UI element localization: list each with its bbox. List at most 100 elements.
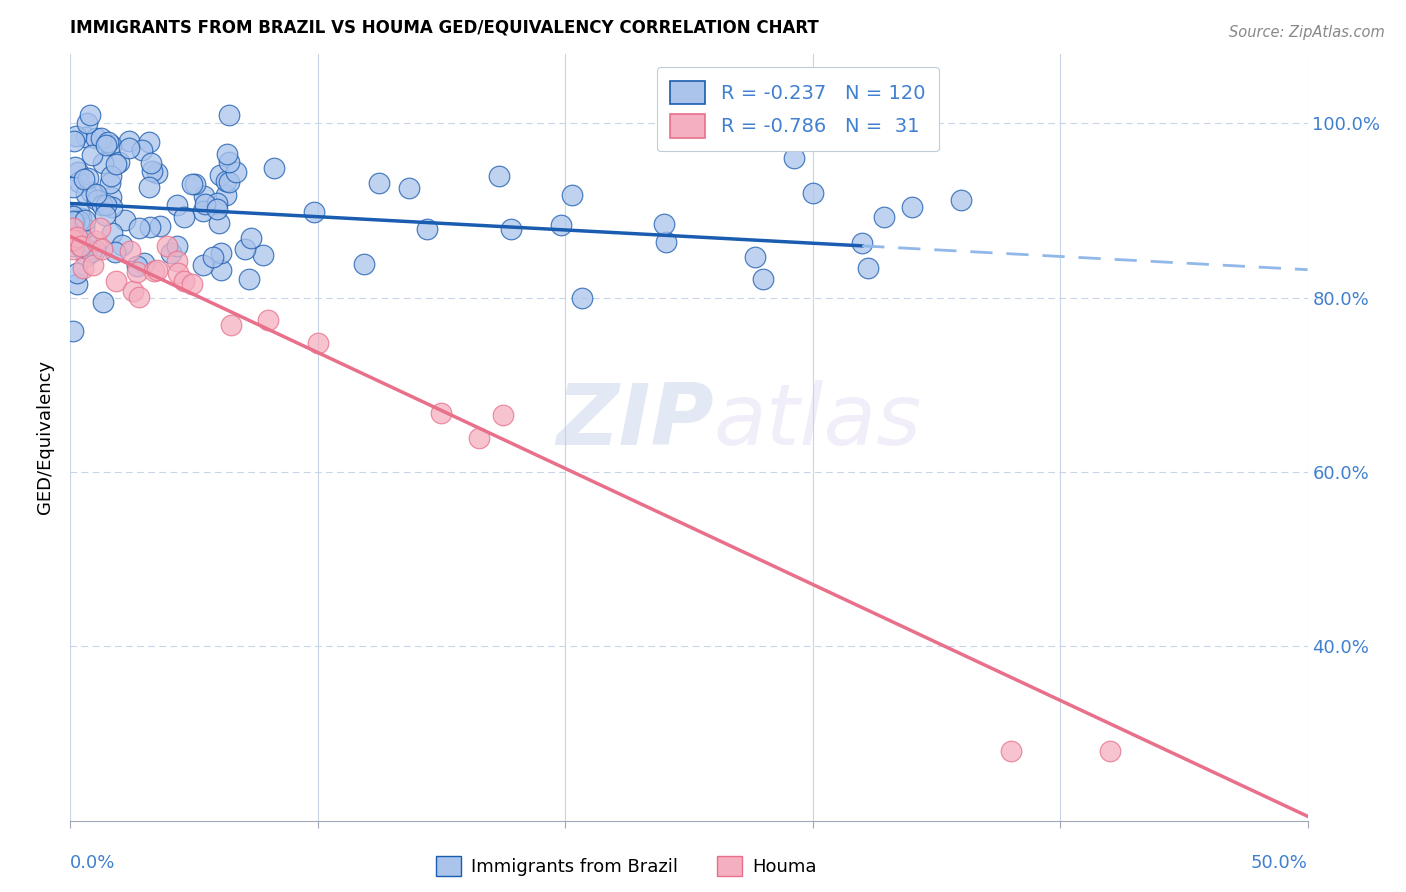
- Point: [167, 266, 190, 280]
- Point: [97, 135, 120, 149]
- Point: [416, 221, 439, 235]
- Text: ZIP: ZIP: [555, 380, 714, 463]
- Point: [368, 176, 391, 190]
- Point: [142, 263, 165, 277]
- Point: [307, 335, 329, 350]
- Point: [571, 291, 593, 305]
- Point: [76, 170, 98, 185]
- Point: [65, 230, 87, 244]
- Point: [132, 255, 155, 269]
- Point: [75, 130, 97, 145]
- Point: [69, 239, 91, 253]
- Point: [66, 266, 89, 280]
- Point: [173, 274, 195, 288]
- Point: [218, 175, 240, 189]
- Point: [149, 219, 172, 233]
- Point: [138, 136, 160, 150]
- Point: [118, 134, 141, 148]
- Point: [194, 196, 217, 211]
- Point: [66, 277, 89, 291]
- Point: [238, 271, 260, 285]
- Point: [62, 242, 84, 256]
- Point: [84, 131, 107, 145]
- Point: [101, 200, 124, 214]
- Point: [101, 226, 124, 240]
- Point: [84, 243, 107, 257]
- Text: Houma: Houma: [752, 858, 817, 876]
- Point: [90, 131, 112, 145]
- Point: [75, 187, 97, 202]
- Point: [67, 217, 90, 231]
- Point: [79, 245, 101, 260]
- Point: [166, 239, 188, 253]
- Point: [62, 233, 84, 247]
- Point: [146, 263, 169, 277]
- Point: [65, 129, 87, 144]
- Point: [62, 213, 84, 227]
- Point: [73, 212, 96, 227]
- Point: [84, 186, 107, 201]
- Point: [91, 198, 114, 212]
- Point: [79, 107, 101, 121]
- Point: [191, 258, 214, 272]
- Point: [76, 115, 98, 129]
- Point: [240, 231, 263, 245]
- Point: [492, 408, 515, 422]
- Point: [209, 246, 232, 260]
- Point: [218, 107, 240, 121]
- Point: [783, 151, 806, 165]
- Point: [233, 242, 256, 256]
- Point: [225, 165, 247, 179]
- Point: [82, 147, 104, 161]
- Point: [744, 250, 766, 264]
- Point: [80, 186, 103, 200]
- Point: [209, 263, 232, 277]
- Point: [131, 143, 153, 157]
- Point: [111, 237, 134, 252]
- Point: [801, 186, 824, 200]
- Point: [201, 250, 224, 264]
- Point: [63, 160, 86, 174]
- Point: [100, 190, 122, 204]
- Point: [67, 175, 90, 189]
- Point: [302, 205, 325, 219]
- Point: [207, 216, 229, 230]
- Point: [104, 244, 127, 259]
- Point: [215, 188, 238, 202]
- Point: [561, 187, 583, 202]
- Point: [353, 256, 375, 270]
- Point: [141, 164, 163, 178]
- Point: [70, 211, 93, 225]
- Point: [181, 177, 204, 191]
- Point: [62, 180, 84, 194]
- Point: [67, 205, 90, 219]
- Point: [62, 233, 84, 247]
- Point: [121, 284, 143, 298]
- Point: [94, 198, 117, 212]
- Point: [655, 235, 678, 249]
- Point: [76, 235, 98, 249]
- Point: [94, 137, 117, 152]
- Point: [146, 166, 169, 180]
- Point: [652, 217, 675, 231]
- Point: [218, 154, 240, 169]
- Point: [851, 236, 873, 251]
- Point: [180, 277, 202, 291]
- Point: [118, 244, 141, 259]
- Point: [141, 155, 163, 169]
- Text: 50.0%: 50.0%: [1251, 855, 1308, 872]
- Point: [950, 193, 973, 207]
- Point: [873, 210, 896, 224]
- Point: [156, 239, 179, 253]
- Point: [219, 318, 242, 332]
- Point: [207, 202, 229, 217]
- Point: [73, 172, 96, 186]
- Text: 0.0%: 0.0%: [70, 855, 115, 872]
- Point: [398, 180, 420, 194]
- Point: [114, 213, 136, 227]
- Point: [752, 272, 775, 286]
- Point: [252, 248, 274, 262]
- Point: [72, 261, 94, 276]
- Point: [105, 274, 128, 288]
- Point: [159, 245, 181, 260]
